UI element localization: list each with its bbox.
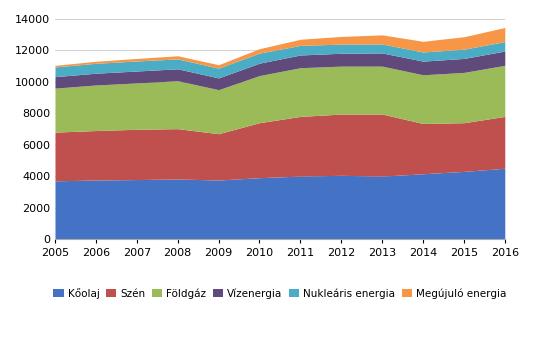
Legend: Kőolaj, Szén, Földgáz, Vízenergia, Nukleáris energia, Megújuló energia: Kőolaj, Szén, Földgáz, Vízenergia, Nukle… (49, 284, 511, 303)
